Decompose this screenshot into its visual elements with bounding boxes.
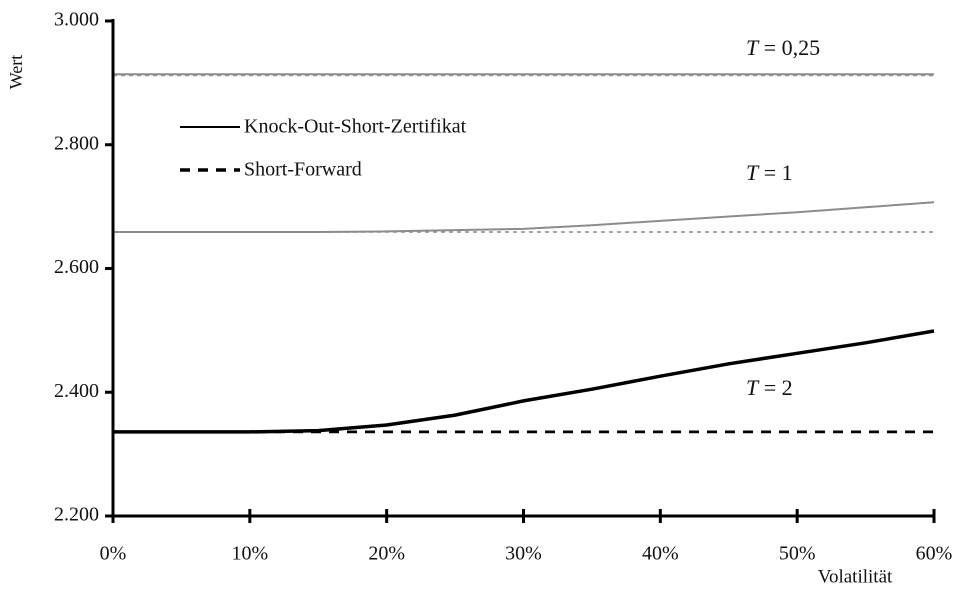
y-tick-label: 2.400: [54, 380, 99, 402]
x-tick-label: 40%: [642, 543, 679, 565]
curve-label: T = 1: [746, 160, 793, 185]
x-tick-label: 60%: [916, 543, 953, 565]
x-tick-label: 30%: [505, 543, 542, 565]
y-axis-title: Wert: [6, 55, 26, 90]
legend-label: Short-Forward: [244, 159, 362, 181]
curve-label: T = 2: [746, 375, 793, 400]
certificate-line: [113, 201, 935, 233]
curve-label: T = 0,25: [746, 35, 820, 60]
legend-label: Knock-Out-Short-Zertifikat: [244, 116, 467, 138]
y-tick-label: 3.000: [54, 9, 99, 31]
y-tick-label: 2.800: [54, 132, 99, 154]
certificate-line: [113, 329, 935, 434]
x-tick-label: 10%: [231, 543, 268, 565]
x-tick-label: 20%: [368, 543, 405, 565]
y-tick-label: 2.200: [54, 504, 99, 526]
y-tick-label: 2.600: [54, 256, 99, 278]
x-tick-label: 0%: [100, 543, 127, 565]
x-axis-title: Volatilität: [818, 566, 893, 587]
x-tick-label: 50%: [779, 543, 816, 565]
